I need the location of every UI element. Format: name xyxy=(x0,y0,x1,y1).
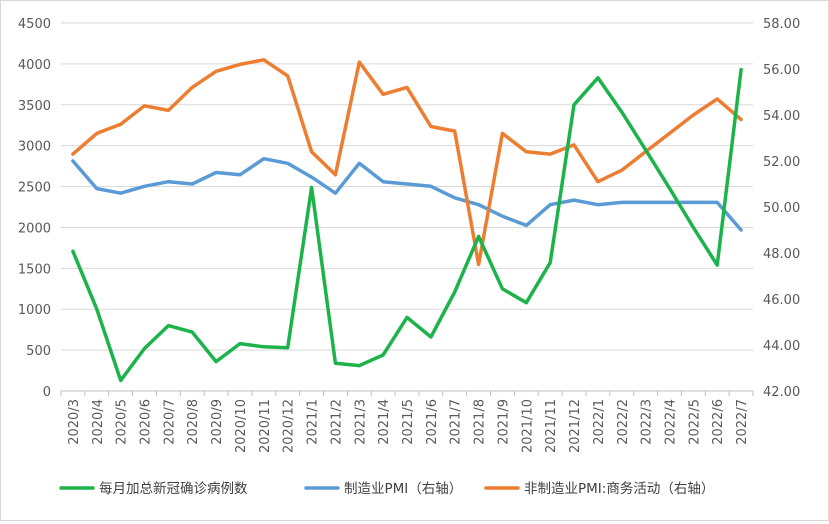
series-line-0 xyxy=(71,67,743,383)
x-tick-label: 2020/6 xyxy=(139,399,154,445)
x-tick-label: 2021/4 xyxy=(377,399,392,445)
right-tick-label: 42.00 xyxy=(763,385,800,400)
legend: 每月加总新冠确诊病例数 制造业PMI（右轴） 非制造业PMI:商务活动（右轴） xyxy=(59,481,714,497)
x-tick-label: 2022/5 xyxy=(687,399,702,445)
left-tick-label: 500 xyxy=(26,344,51,359)
left-tick-label: 2000 xyxy=(18,221,51,236)
x-tick-label: 2022/3 xyxy=(640,399,655,445)
x-tick-label: 2020/4 xyxy=(91,399,106,445)
left-tick-label: 0 xyxy=(43,385,51,400)
right-tick-label: 48.00 xyxy=(763,247,800,262)
series-lines xyxy=(71,58,743,383)
right-axis-ticks: 42.00 44.00 46.00 48.00 50.00 52.00 54.00 56.00… xyxy=(763,17,800,400)
x-tick-label: 2022/1 xyxy=(592,399,607,445)
x-tick-label: 2021/8 xyxy=(473,399,488,445)
x-axis-ticks: 2020/3 2020/4 2020/5 2020/6 2020/7 2020/8 2020… xyxy=(60,391,754,453)
x-tick-label: 2022/2 xyxy=(616,399,631,445)
left-tick-label: 3000 xyxy=(18,140,51,155)
gridlines xyxy=(61,22,753,392)
right-tick-label: 56.00 xyxy=(763,63,800,78)
x-tick-label: 2021/2 xyxy=(329,399,344,445)
x-tick-label: 2022/7 xyxy=(735,399,750,445)
right-tick-label: 52.00 xyxy=(763,155,800,170)
right-tick-label: 50.00 xyxy=(763,201,800,216)
x-tick-label: 2020/11 xyxy=(258,399,273,453)
x-tick-label: 2021/9 xyxy=(496,399,511,445)
right-tick-label: 46.00 xyxy=(763,293,800,308)
left-tick-label: 4500 xyxy=(18,17,51,32)
x-tick-label: 2021/11 xyxy=(544,399,559,453)
x-tick-label: 2021/10 xyxy=(520,399,535,453)
left-tick-label: 3500 xyxy=(18,99,51,114)
x-tick-label: 2020/5 xyxy=(115,399,130,445)
left-tick-label: 1500 xyxy=(18,262,51,277)
left-tick-label: 2500 xyxy=(18,181,51,196)
x-tick-label: 2021/12 xyxy=(568,399,583,453)
x-tick-label: 2022/6 xyxy=(711,399,726,445)
x-tick-label: 2021/7 xyxy=(449,399,464,445)
legend-label-2: 非制造业PMI:商务活动（右轴） xyxy=(524,481,714,497)
x-tick-label: 2021/3 xyxy=(353,399,368,445)
right-tick-label: 58.00 xyxy=(763,17,800,32)
x-tick-label: 2021/6 xyxy=(425,399,440,445)
x-tick-label: 2022/4 xyxy=(663,399,678,445)
x-tick-label: 2020/8 xyxy=(186,399,201,445)
x-tick-label: 2020/10 xyxy=(234,399,249,453)
x-tick-label: 2020/12 xyxy=(282,399,297,453)
x-tick-label: 2020/3 xyxy=(67,399,82,445)
x-tick-label: 2020/7 xyxy=(162,399,177,445)
series-line-2 xyxy=(71,58,743,267)
left-tick-label: 1000 xyxy=(18,303,51,318)
left-axis-ticks: 0 500 1000 1500 2000 2500 3000 3500 4000 4500 xyxy=(18,17,51,400)
right-tick-label: 54.00 xyxy=(763,109,800,124)
left-tick-label: 4000 xyxy=(18,58,51,73)
series-line-1 xyxy=(71,156,743,232)
legend-label-0: 每月加总新冠确诊病例数 xyxy=(99,481,248,497)
x-tick-label: 2021/1 xyxy=(306,399,321,445)
right-tick-label: 44.00 xyxy=(763,339,800,354)
legend-label-1: 制造业PMI（右轴） xyxy=(344,481,462,497)
x-tick-label: 2020/9 xyxy=(210,399,225,445)
x-tick-label: 2021/5 xyxy=(401,399,416,445)
